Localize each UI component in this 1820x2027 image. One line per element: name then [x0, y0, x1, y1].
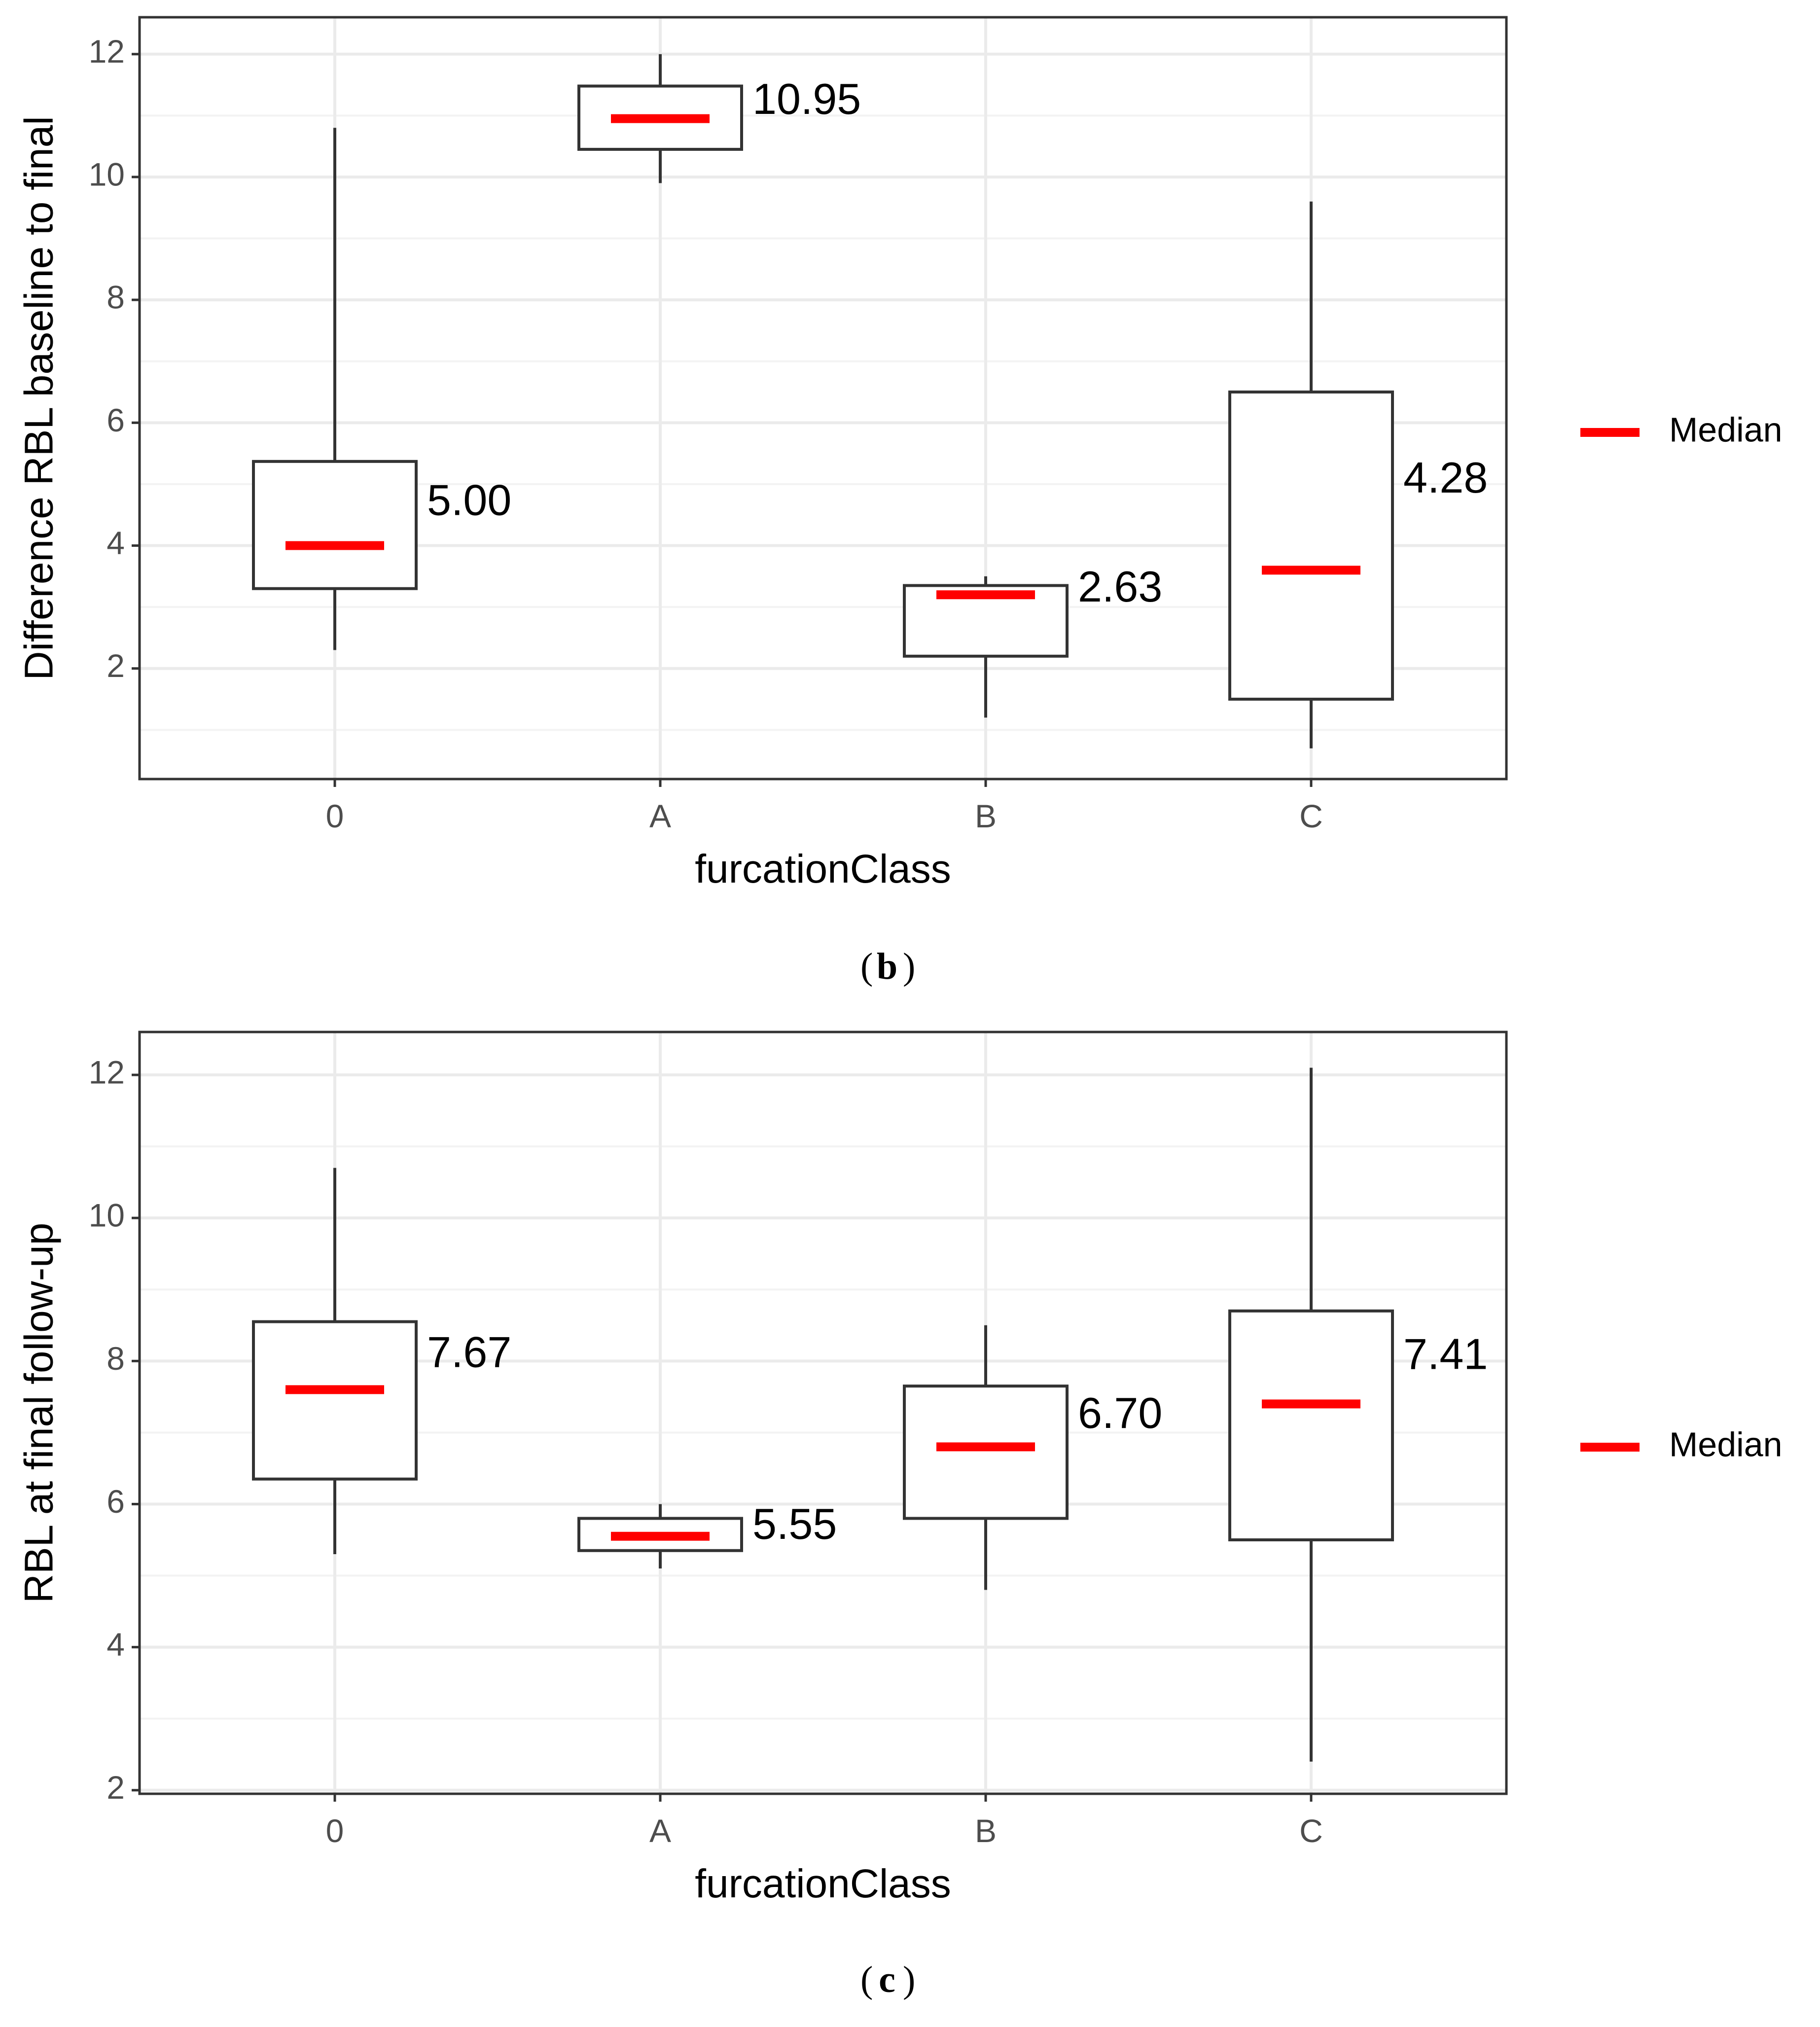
legend-label-median: Median: [1669, 1425, 1783, 1464]
x-tick-label: 0: [326, 798, 344, 834]
x-tick-label: B: [975, 1813, 997, 1849]
data-label: 10.95: [752, 74, 861, 123]
box-body: [577, 1517, 743, 1552]
x-tick-label: C: [1299, 798, 1323, 834]
x-tick-label: B: [975, 798, 997, 834]
y-tick-label: 12: [89, 1054, 125, 1090]
data-label: 2.63: [1078, 562, 1162, 611]
y-tick-label: 4: [107, 525, 125, 561]
panel-border: [138, 1031, 1508, 1795]
box-series: 7.67 5.55 6.70 7.41: [252, 1067, 1488, 1762]
box-B: 2.63: [903, 562, 1162, 718]
box-A: 10.95: [577, 54, 861, 183]
panel-caption-letter: b: [877, 946, 897, 987]
y-tick-label: 12: [89, 33, 125, 70]
x-tick-label: 0: [326, 1813, 344, 1849]
axes: 2 4 6 8 10 12 0 A B C: [89, 33, 1323, 834]
box-0: 7.67: [252, 1168, 511, 1555]
panel-caption-close: ): [903, 946, 915, 987]
y-tick-label: 2: [107, 1769, 125, 1806]
y-tick-label: 10: [89, 1197, 125, 1234]
box-body: [252, 1320, 418, 1481]
panel-b: 5.00 10.95 2.63 4.28 2 4 6 8 10 12 0 A B C Differenc…: [17, 16, 1783, 987]
data-label: 5.00: [427, 475, 511, 524]
box-series: 5.00 10.95 2.63 4.28: [252, 54, 1488, 748]
panel-caption-open: (: [860, 946, 873, 987]
box-body: [252, 460, 418, 590]
x-axis-label: furcationClass: [695, 1861, 951, 1906]
box-0: 5.00: [252, 128, 511, 650]
box-B: 6.70: [903, 1325, 1162, 1590]
panel-c: 7.67 5.55 6.70 7.41 2 4 6 8 10 12 0 A B C RBL at fin…: [17, 1031, 1783, 2000]
axes: 2 4 6 8 10 12 0 A B C: [89, 1054, 1323, 1849]
data-label: 7.67: [427, 1328, 511, 1377]
y-tick-label: 10: [89, 156, 125, 192]
y-tick-label: 6: [107, 402, 125, 438]
y-tick-label: 8: [107, 279, 125, 316]
panel-border: [138, 16, 1508, 781]
x-axis-label: furcationClass: [695, 847, 951, 891]
y-tick-label: 2: [107, 647, 125, 684]
y-axis-label: Difference RBL baseline to final: [17, 116, 62, 680]
panel-caption-close: ): [903, 1959, 915, 2000]
box-body: [903, 1385, 1069, 1520]
y-tick-label: 6: [107, 1483, 125, 1520]
data-label: 5.55: [752, 1499, 837, 1548]
box-body: [1228, 1309, 1394, 1541]
box-body: [1228, 391, 1394, 701]
data-label: 4.28: [1403, 453, 1488, 502]
data-label: 7.41: [1403, 1329, 1488, 1378]
box-A: 5.55: [577, 1499, 837, 1569]
y-tick-label: 8: [107, 1340, 125, 1377]
box-C: 4.28: [1228, 201, 1488, 748]
x-tick-label: A: [649, 1813, 671, 1849]
legend: Median: [1580, 1425, 1783, 1464]
panel-caption-letter: c: [879, 1959, 895, 2000]
panel-caption-open: (: [860, 1959, 873, 2000]
legend: Median: [1580, 411, 1783, 449]
x-tick-label: C: [1299, 1813, 1323, 1849]
x-tick-label: A: [649, 798, 671, 834]
y-tick-label: 4: [107, 1626, 125, 1663]
y-axis-label: RBL at final follow-up: [17, 1223, 62, 1603]
box-C: 7.41: [1228, 1067, 1488, 1762]
data-label: 6.70: [1078, 1388, 1162, 1437]
legend-label-median: Median: [1669, 411, 1783, 449]
